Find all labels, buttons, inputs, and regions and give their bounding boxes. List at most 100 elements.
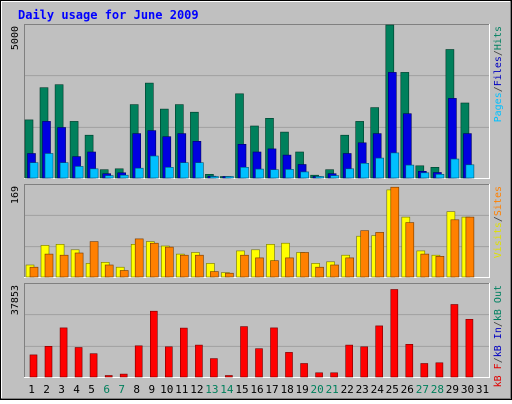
bar-kb-f-day-15 <box>240 326 248 378</box>
x-tick-label: 8 <box>133 383 140 396</box>
x-tick-label: 9 <box>148 383 155 396</box>
legend-entry: / <box>493 86 504 92</box>
legend-entry: / <box>493 50 504 56</box>
x-tick-label: 20 <box>310 383 323 396</box>
x-tick-label: 31 <box>476 383 489 396</box>
x-tick-label: 27 <box>416 383 429 396</box>
bar-pages-day-10 <box>165 167 174 179</box>
bar-pages-day-21 <box>330 175 339 179</box>
bar-sites-day-10 <box>165 246 174 278</box>
bar-sites-day-17 <box>270 260 279 278</box>
bar-sites-day-12 <box>195 254 204 278</box>
x-tick-label: 21 <box>326 383 339 396</box>
bar-kb-f-day-2 <box>44 345 53 378</box>
legend-entry: Hits <box>493 26 504 50</box>
bar-pages-day-1 <box>29 162 39 179</box>
series-sites <box>29 186 475 278</box>
legend-entry: kB F <box>493 363 504 387</box>
bar-kb-f-day-28 <box>435 362 444 378</box>
y-max-label: 37853 <box>10 285 21 315</box>
x-tick-label: 30 <box>461 383 474 396</box>
bar-sites-day-23 <box>360 230 370 278</box>
bar-sites-day-14 <box>225 272 234 278</box>
bar-kb-f-day-27 <box>420 363 429 378</box>
x-tick-label: 16 <box>250 383 263 396</box>
bar-pages-day-30 <box>465 164 475 179</box>
bar-pages-day-15 <box>240 167 249 179</box>
bar-pages-day-17 <box>270 169 279 179</box>
bar-pages-day-26 <box>405 164 415 179</box>
bar-pages-day-27 <box>420 172 430 179</box>
x-tick-label: 25 <box>386 383 399 396</box>
x-axis-labels: 1 2 3 4 5 6 7 8 9 10 11 12 13 14 15 16 17 18 19 20 21 22 23 24 2… <box>28 383 489 396</box>
series-pages <box>29 152 475 179</box>
legend-entry: / <box>493 321 504 327</box>
x-tick-label: 6 <box>103 383 110 396</box>
bar-pages-day-9 <box>150 155 159 179</box>
right-axis-legend: kB F/kB In/kB Out <box>493 285 504 387</box>
x-tick-label: 10 <box>160 383 173 396</box>
bar-sites-day-26 <box>405 222 415 278</box>
bar-kb-f-day-11 <box>180 327 188 378</box>
legend-entry: / <box>493 216 504 222</box>
panel-middle: 169 Visits/Sites <box>10 184 504 278</box>
bar-sites-day-13 <box>210 271 219 278</box>
bar-sites-day-24 <box>375 232 385 278</box>
bar-kb-f-day-26 <box>405 343 414 378</box>
bar-sites-day-9 <box>150 242 159 278</box>
bar-kb-f-day-6 <box>104 375 113 378</box>
bar-pages-day-6 <box>104 175 114 179</box>
bar-sites-day-1 <box>29 266 39 278</box>
right-axis-legend: Visits/Sites <box>493 186 504 258</box>
bar-kb-f-day-25 <box>390 289 399 378</box>
bar-kb-f-day-16 <box>255 348 263 378</box>
bar-sites-day-7 <box>119 270 129 278</box>
bar-sites-day-5 <box>89 241 99 278</box>
x-tick-label: 13 <box>205 383 218 396</box>
bar-sites-day-16 <box>255 257 264 278</box>
x-tick-label: 14 <box>220 383 234 396</box>
bar-kb-f-day-21 <box>330 372 338 378</box>
x-tick-label: 3 <box>58 383 65 396</box>
bar-pages-day-5 <box>89 168 99 179</box>
x-tick-label: 23 <box>356 383 369 396</box>
bar-kb-f-day-20 <box>315 372 323 378</box>
bar-pages-day-7 <box>119 174 129 179</box>
bar-pages-day-11 <box>180 162 189 179</box>
legend-entry: Files <box>493 56 504 86</box>
bar-pages-day-2 <box>44 153 54 179</box>
x-tick-label: 4 <box>73 383 80 396</box>
bar-kb-f-day-13 <box>210 358 218 378</box>
bar-pages-day-29 <box>450 158 460 179</box>
legend-entry: kB Out <box>493 285 504 321</box>
bar-sites-day-20 <box>315 266 324 278</box>
bar-pages-day-22 <box>345 168 355 179</box>
bar-kb-f-day-4 <box>74 347 83 378</box>
bar-kb-f-day-14 <box>225 375 233 378</box>
bar-pages-day-20 <box>315 176 324 179</box>
x-tick-label: 5 <box>88 383 95 396</box>
bar-kb-f-day-19 <box>300 363 308 378</box>
bar-kb-f-day-30 <box>465 318 474 378</box>
legend-entry: Visits <box>493 222 504 258</box>
bar-kb-f-day-17 <box>270 327 278 378</box>
bar-sites-day-15 <box>240 254 249 278</box>
x-tick-label: 29 <box>446 383 459 396</box>
bar-pages-day-8 <box>134 167 144 179</box>
bar-kb-f-day-10 <box>165 346 173 378</box>
y-max-label: 169 <box>10 186 21 204</box>
legend-entry: Pages <box>493 92 504 122</box>
legend-entry: / <box>493 357 504 363</box>
bar-sites-day-30 <box>465 216 475 278</box>
bar-sites-day-29 <box>450 219 460 278</box>
x-tick-label: 18 <box>280 383 293 396</box>
bar-kb-f-day-3 <box>59 327 68 378</box>
bar-sites-day-6 <box>104 264 114 278</box>
bar-pages-day-18 <box>285 169 294 179</box>
x-tick-label: 11 <box>175 383 188 396</box>
bar-sites-day-4 <box>74 252 84 278</box>
